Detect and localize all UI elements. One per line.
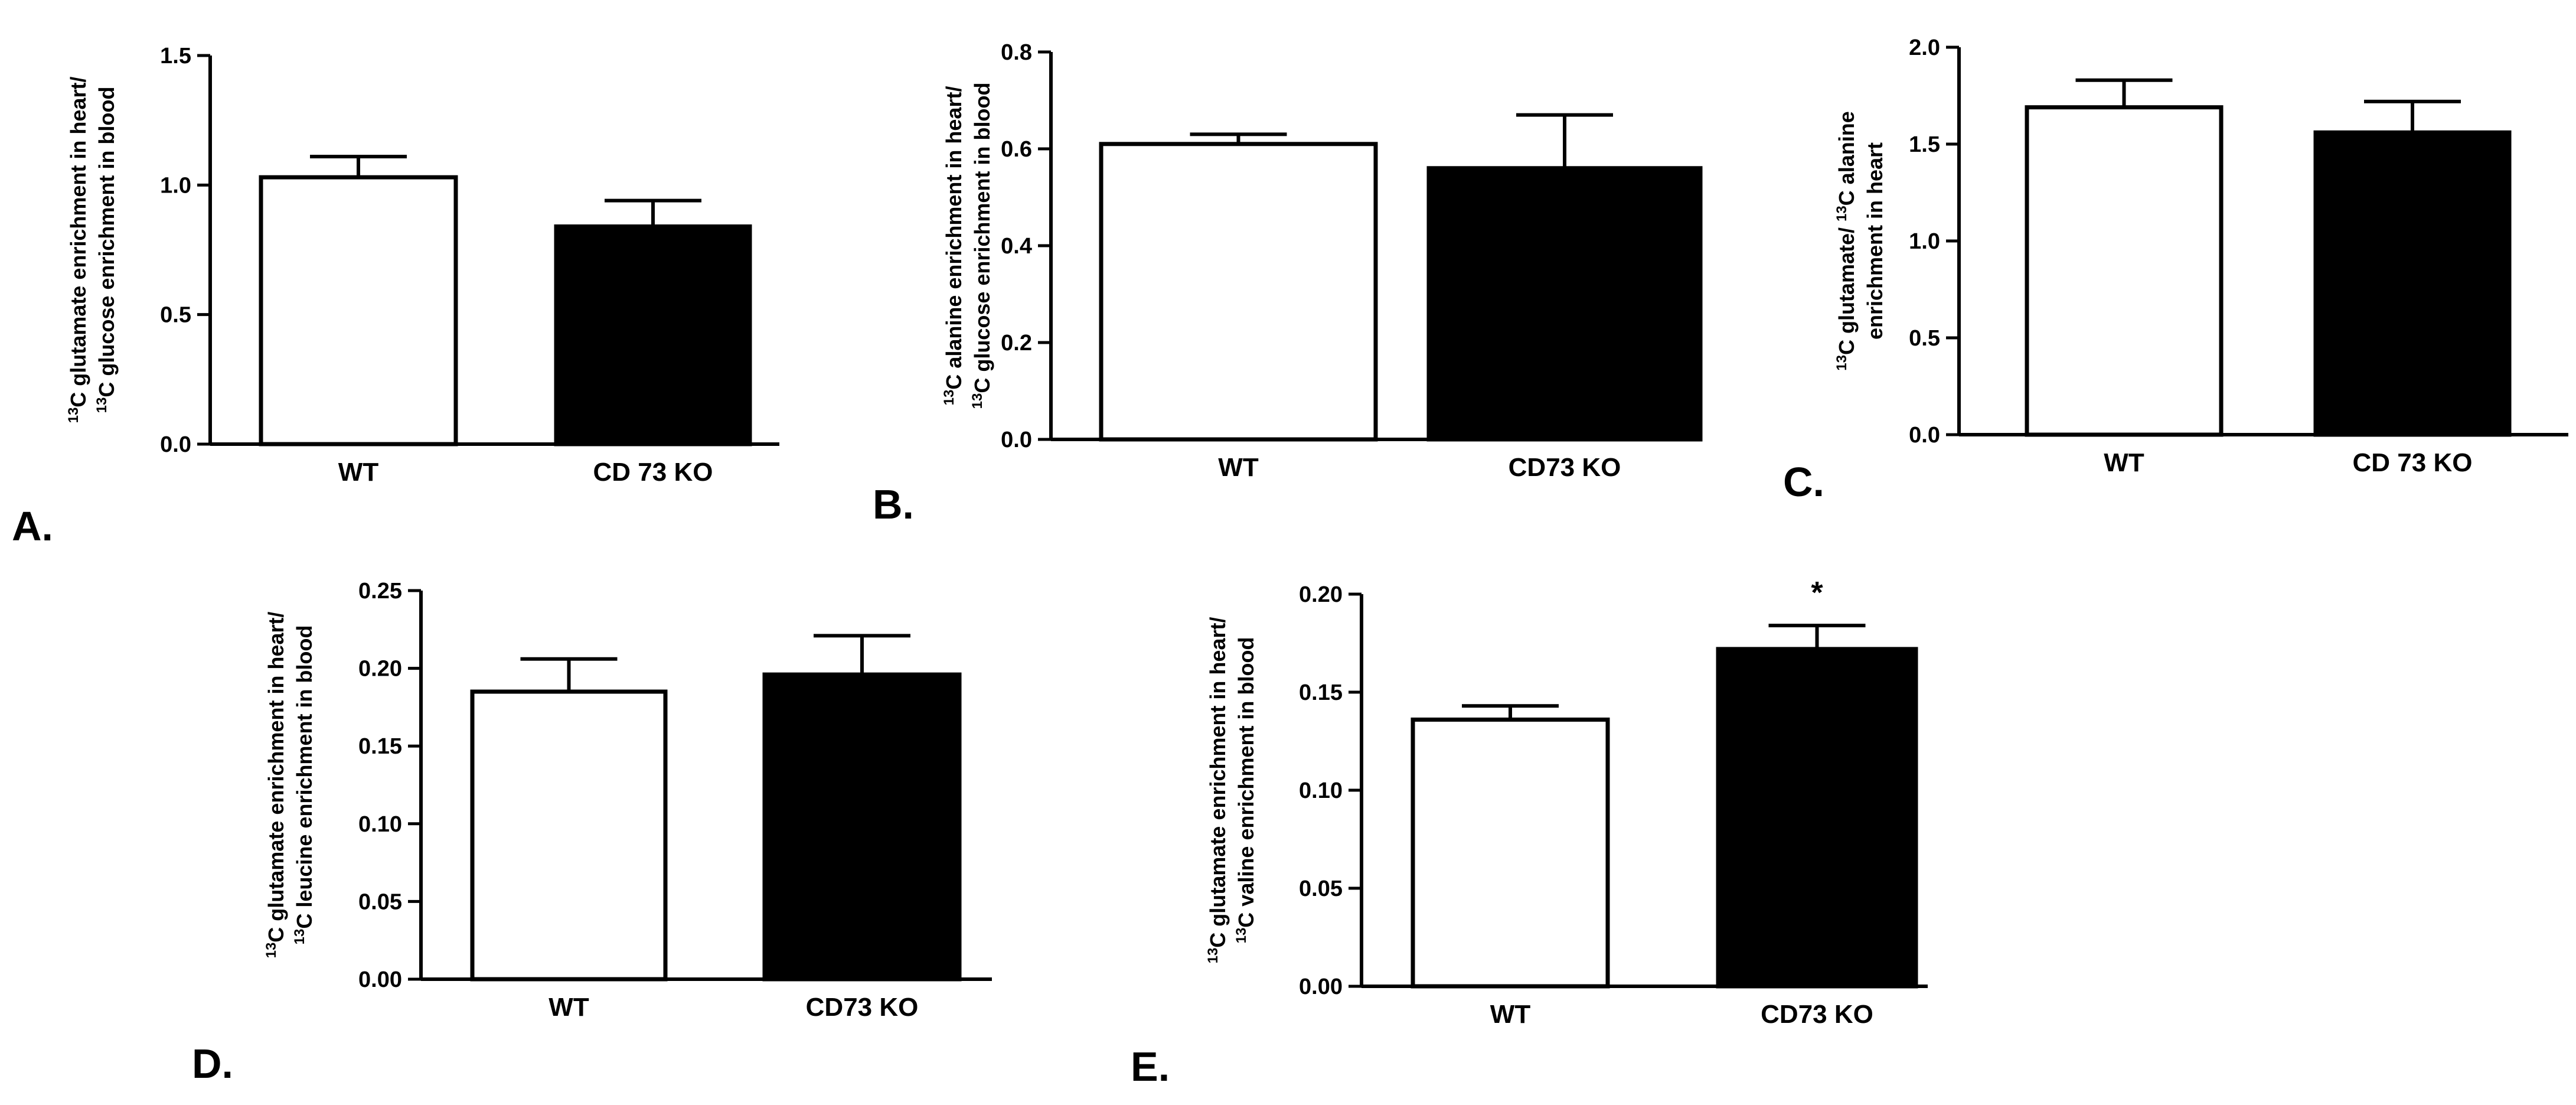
y-axis-label-line: 13C glucose enrichment in blood [94, 87, 119, 413]
bar-cd73-ko [1426, 166, 1703, 442]
panel-letter: D. [192, 1041, 233, 1087]
panel-letter: B. [873, 481, 914, 527]
y-axis-label-line: 13C glutamate/ 13C alanine [1834, 111, 1859, 371]
x-category-label: WT [1490, 1000, 1531, 1029]
chart-panel-a: 0.0 0.5 1.0 1.5 WT CD 73 KO 13C glutamate enri… [12, 44, 779, 549]
y-tick-label: 0.4 [1001, 234, 1032, 259]
y-axis-label-line: enrichment in heart [1863, 142, 1887, 340]
y-tick-label: 1.5 [1909, 132, 1940, 157]
y-tick-label: 0.15 [358, 734, 402, 759]
bar-wt [1099, 142, 1378, 442]
bar-cd-73-ko [2313, 130, 2512, 437]
y-tick-label: 0.05 [1299, 876, 1343, 901]
y-tick-label: 0.0 [1001, 428, 1032, 452]
bar-wt [2025, 105, 2224, 437]
y-tick-label: 1.5 [160, 44, 191, 69]
y-axis-label-line: 13C leucine enrichment in blood [292, 625, 317, 945]
x-category-label: CD73 KO [806, 993, 919, 1022]
chart-panel-b: 0.0 0.2 0.4 0.6 0.8 WT CD73 KO 13C alanine enri… [873, 40, 1703, 527]
y-axis-label-line: 13C glucose enrichment in blood [969, 83, 995, 409]
y-tick-label: 0.5 [1909, 326, 1940, 351]
bar-wt [1411, 717, 1610, 989]
y-tick-label: 0.20 [1299, 582, 1343, 607]
y-tick-label: 0.00 [358, 967, 402, 992]
bar-wt [470, 689, 668, 982]
bar-cd-73-ko [554, 224, 752, 446]
y-tick-label: 0.15 [1299, 680, 1343, 705]
y-tick-label: 0.10 [358, 812, 402, 837]
y-axis-label: 13C glutamate/ 13C alanine enrichment in … [1834, 111, 1888, 371]
y-axis-label-line: 13C alanine enrichment in heart/ [941, 86, 967, 406]
y-tick-label: 0.25 [358, 579, 402, 604]
y-axis-label: 13C alanine enrichment in heart/13C gluc… [941, 83, 995, 409]
y-tick-label: 1.0 [1909, 229, 1940, 254]
x-category-label: CD73 KO [1509, 453, 1621, 482]
y-tick-label: 0.20 [358, 657, 402, 682]
y-axis-label-line: 13C valine enrichment in blood [1233, 637, 1259, 944]
y-axis-label-line: 13C glutamate enrichment in heart/ [1205, 617, 1230, 964]
y-axis-label: 13C glutamate enrichment in heart/13C va… [1205, 617, 1259, 964]
y-tick-label: 0.0 [160, 432, 191, 457]
chart-panel-d: 0.00 0.05 0.10 0.15 0.20 0.25 WT CD73 KO 13C glu… [192, 579, 992, 1087]
y-tick-label: 2.0 [1909, 35, 1940, 60]
panel-letter: C. [1783, 459, 1824, 505]
x-category-label: CD 73 KO [2353, 448, 2473, 477]
y-tick-label: 1.0 [160, 173, 191, 198]
bar-cd73-ko [762, 672, 962, 982]
chart-panel-e: 0.00 0.05 0.10 0.15 0.20 WT CD73 KO * 13C glutam… [1131, 576, 1928, 1090]
y-axis-label: 13C glutamate enrichment in heart/13C le… [263, 612, 317, 959]
y-tick-label: 0.5 [160, 303, 191, 328]
y-tick-label: 0.0 [1909, 423, 1940, 448]
y-axis-label-line: 13C glutamate enrichment in heart/ [263, 612, 289, 959]
y-tick-label: 0.05 [358, 889, 402, 914]
x-category-label: WT [1218, 453, 1259, 482]
x-category-label: CD73 KO [1761, 1000, 1873, 1029]
panel-letter: E. [1131, 1044, 1170, 1090]
bar-wt [259, 175, 458, 446]
chart-panel-c: 0.0 0.5 1.0 1.5 2.0 WT CD 73 KO 13C glutamate/ … [1783, 35, 2568, 505]
y-tick-label: 0.8 [1001, 40, 1032, 65]
significance-star: * [1811, 576, 1823, 610]
y-axis-label: 13C glutamate enrichment in heart/13C gl… [66, 77, 119, 423]
x-category-label: WT [548, 993, 589, 1022]
x-category-label: WT [338, 458, 379, 487]
y-tick-label: 0.00 [1299, 974, 1343, 999]
y-tick-label: 0.10 [1299, 778, 1343, 803]
y-axis-label-line: 13C glutamate enrichment in heart/ [66, 77, 91, 423]
x-category-label: WT [2104, 448, 2144, 477]
y-tick-label: 0.6 [1001, 137, 1032, 162]
panel-letter: A. [12, 503, 53, 549]
bar-cd73-ko [1716, 647, 1918, 989]
y-tick-label: 0.2 [1001, 331, 1032, 356]
x-category-label: CD 73 KO [593, 458, 713, 487]
